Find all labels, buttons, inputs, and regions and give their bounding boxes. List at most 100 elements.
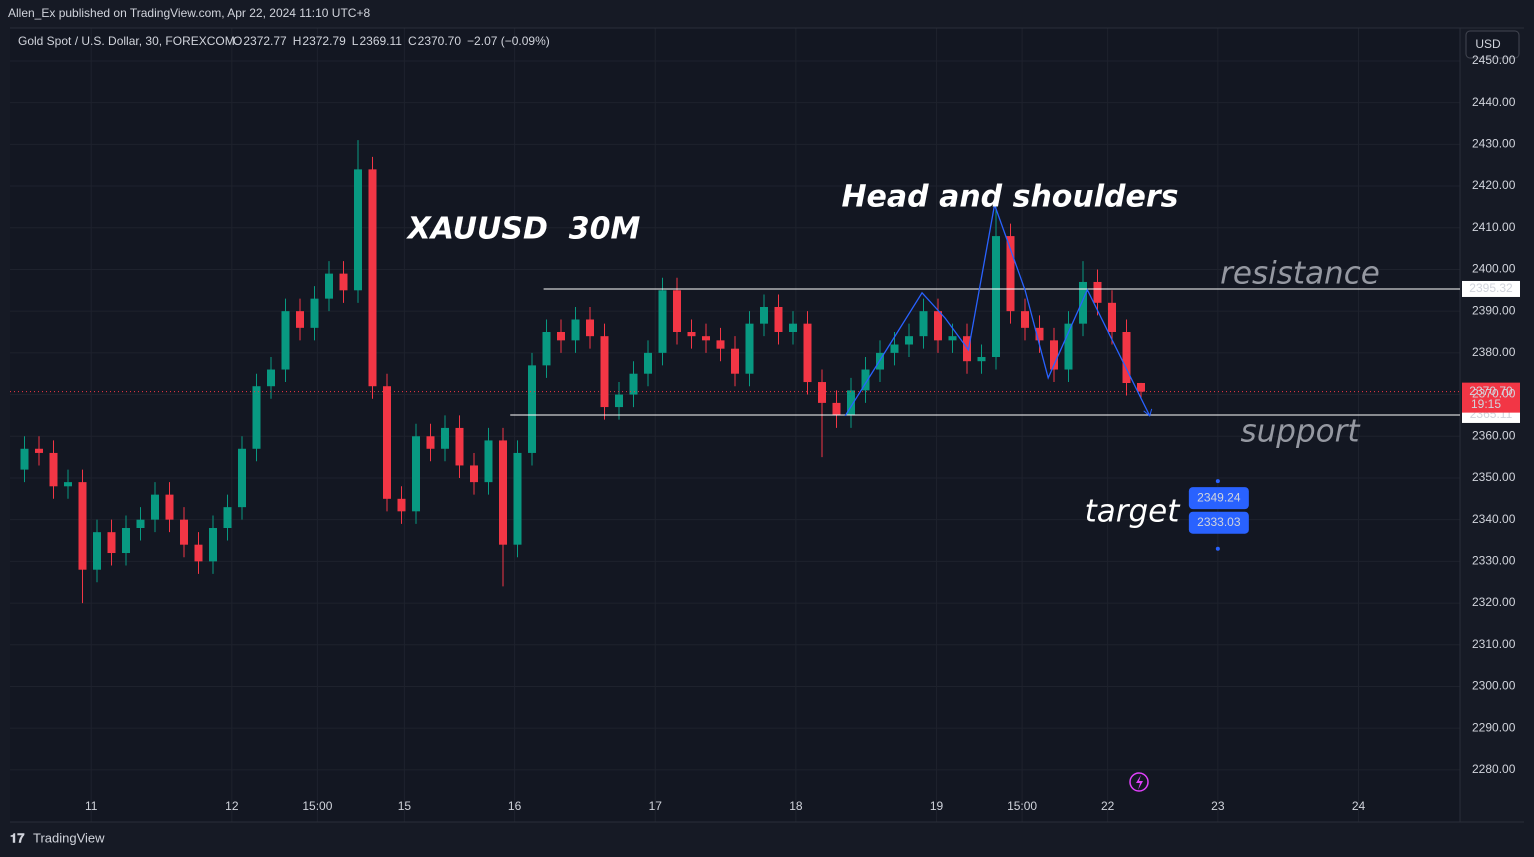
candle-body [151,494,159,520]
candle-body [412,436,420,512]
x-tick-label: 17 [649,799,663,813]
legend-value: 2372.79 [302,34,346,48]
countdown: 19:15 [1471,397,1501,411]
candle-body [455,427,464,466]
candle-body [774,306,783,333]
candle-body [1006,236,1015,312]
candle-body [20,448,29,470]
candle-body [209,528,217,562]
candle-body [499,440,507,545]
candle-body [1093,281,1102,303]
level-label: support [1240,413,1361,449]
candle-body [238,448,246,508]
y-tick-label: 2410.00 [1472,220,1516,234]
candle-body [586,319,594,337]
candle-body [890,344,899,353]
candle-body [789,323,797,333]
currency-button[interactable] [1465,30,1520,59]
candle-body [731,348,739,374]
footer-logo: TradingView [33,830,105,845]
candle-body [1108,302,1116,333]
legend-key: O [233,34,242,48]
x-tick-label: 23 [1211,799,1225,813]
candle-body [702,336,710,341]
logo-mark: 𝟏𝟕 [10,830,25,845]
candles [20,140,1145,604]
legend-value: 2369.11 [359,34,402,48]
candle-body [383,386,391,499]
x-tick-label: 18 [789,799,803,813]
candle-body [470,465,478,483]
candle-body [760,306,768,324]
candle-body [1079,281,1087,324]
candle-body [441,427,449,449]
legend-key: H [293,34,302,48]
candle-body [644,352,652,374]
candle-body [281,311,290,370]
pattern-line [844,202,1151,417]
candle-body [673,290,681,333]
symbol: Gold Spot / U.S. Dollar, 30, FOREXCOM [18,34,235,48]
legend-value: 2372.77 [243,34,287,48]
candle-body [513,452,522,545]
target-point [1215,479,1220,484]
candle-body [992,236,1000,358]
candle-body [600,336,609,408]
candle-body [687,332,696,337]
candle-body [136,519,145,529]
grid [10,28,1460,822]
candle-body [832,402,841,416]
y-tick-label: 2370.00 [1472,387,1516,401]
candle-body [35,448,43,453]
candle-body [542,332,551,366]
alert-icon[interactable] [1129,772,1149,792]
candle-body [934,311,942,341]
chart-title: XAUUSD 30M [406,212,641,247]
target-value: 2349.24 [1197,490,1241,504]
candle-body [1035,327,1044,341]
x-tick-label: 11 [85,799,98,813]
alert-icon[interactable] [1136,775,1143,790]
candle-body [818,382,826,403]
candle-body [426,436,435,449]
candle-body [716,340,725,349]
y-tick-label: 2290.00 [1472,720,1516,734]
legend-value: 2370.70 [418,34,462,48]
y-tick-label: 2420.00 [1472,178,1516,192]
drawings: 2395.32resistance2365.11support2370.7019… [10,202,1520,551]
y-tick-label: 2320.00 [1472,595,1516,609]
candle-body [919,311,928,337]
candle-body [49,452,58,487]
candle-body [64,482,72,487]
level-label: resistance [1220,255,1380,291]
candle-body [658,290,667,353]
candle-body [847,390,855,416]
target-point [1215,546,1220,551]
currency[interactable]: USD [1475,37,1501,51]
candle-body [165,494,174,520]
candle-body [803,323,812,383]
candle-body [861,369,870,391]
pattern-label: Head and shoulders [841,180,1178,215]
candle-body [78,482,87,570]
candle-body [629,373,638,395]
x-tick-label: 19 [930,799,944,813]
candle-body [1050,340,1058,370]
y-tick-label: 2390.00 [1472,303,1516,317]
target-tag [1188,511,1249,534]
y-tick-label: 2400.00 [1472,262,1516,276]
candle-body [107,532,116,554]
y-tick-label: 2310.00 [1472,637,1516,651]
candle-body [325,273,333,299]
target-tag [1188,487,1249,510]
y-tick-label: 2440.00 [1472,95,1516,109]
y-tick-label: 2340.00 [1472,512,1516,526]
candle-body [977,357,986,362]
y-tick-label: 2380.00 [1472,345,1516,359]
candle-body [252,386,261,449]
candle-body [528,365,536,453]
y-tick-label: 2430.00 [1472,137,1516,151]
y-tick-label: 2280.00 [1472,762,1516,776]
target-label: target [1085,494,1182,530]
